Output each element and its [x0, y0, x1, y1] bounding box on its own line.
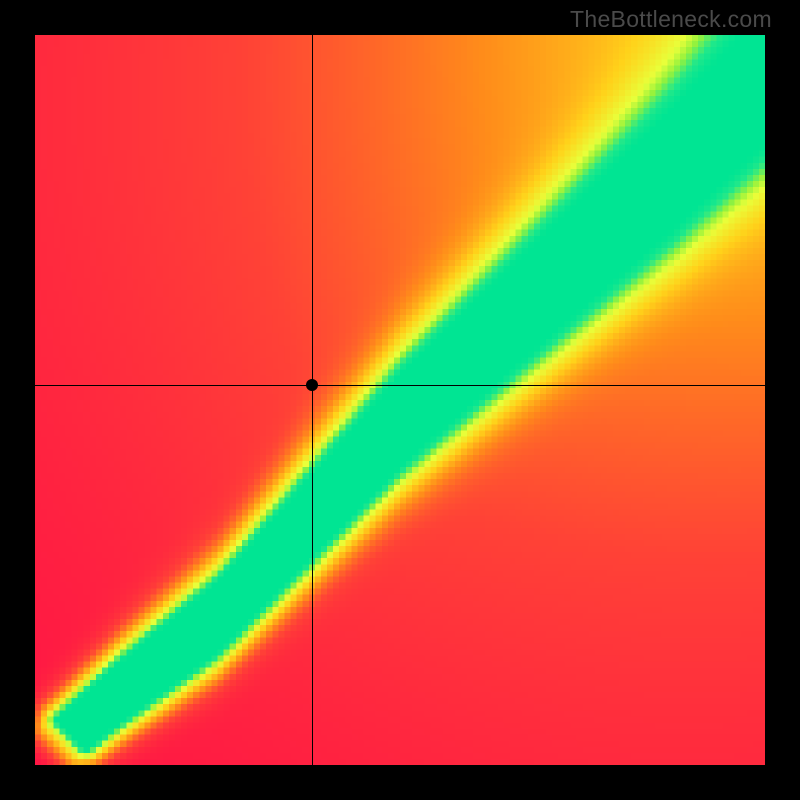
current-point-marker [306, 379, 318, 391]
plot-area [35, 35, 765, 765]
bottleneck-heatmap [35, 35, 765, 765]
crosshair-horizontal [35, 385, 765, 386]
watermark-text: TheBottleneck.com [570, 6, 772, 33]
crosshair-vertical [312, 35, 313, 765]
